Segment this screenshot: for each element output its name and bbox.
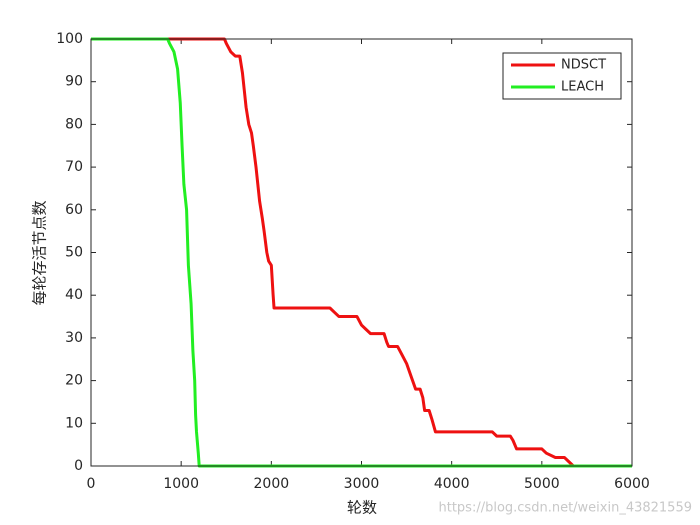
axes-box: [90, 38, 633, 467]
series-line: [91, 37, 632, 468]
series-line: [91, 37, 632, 468]
x-tick-label: 5000: [524, 476, 560, 492]
y-tick-label: 40: [65, 287, 83, 303]
legend-box: [502, 52, 622, 100]
y-tick-label: 80: [65, 116, 83, 132]
x-tick-label: 2000: [254, 476, 290, 492]
x-tick-label: 0: [87, 476, 96, 492]
x-tick-label: 3000: [344, 476, 380, 492]
x-tick-label: 6000: [614, 476, 650, 492]
y-tick-label: 70: [65, 159, 83, 175]
x-tick-label: 1000: [163, 476, 199, 492]
x-axis-label: 轮数: [347, 499, 377, 517]
y-tick-label: 0: [74, 458, 83, 474]
y-axis-label: 每轮存活节点数: [31, 200, 49, 305]
legend-label: LEACH: [561, 80, 604, 95]
y-tick-label: 60: [65, 202, 83, 218]
y-tick-label: 20: [65, 373, 83, 389]
y-tick-label: 100: [56, 31, 83, 47]
legend-label: NDSCT: [561, 58, 606, 73]
x-tick-label: 4000: [434, 476, 470, 492]
watermark: https://blog.csdn.net/weixin_43821559: [438, 501, 692, 516]
y-tick-label: 90: [65, 74, 83, 90]
y-tick-label: 30: [65, 330, 83, 346]
y-tick-label: 10: [65, 415, 83, 431]
y-tick-label: 50: [65, 245, 83, 261]
